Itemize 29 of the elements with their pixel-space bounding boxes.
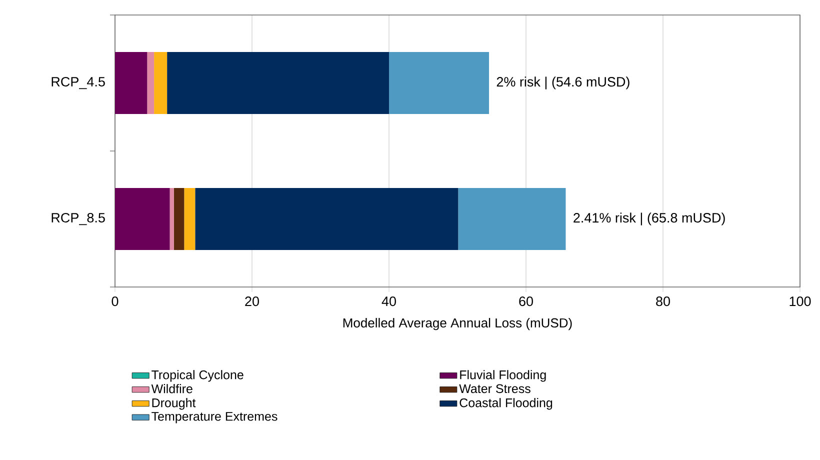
legend-label: Wildfire: [151, 384, 192, 394]
bar: [184, 188, 196, 250]
x-tick-label: 40: [382, 296, 396, 306]
bar: [167, 52, 390, 114]
bar: [170, 188, 174, 250]
legend-label: Temperature Extremes: [152, 412, 278, 424]
legend-label: Water Stress: [459, 384, 530, 394]
bar: [115, 188, 170, 250]
x-tick-label: 80: [656, 296, 670, 306]
bar: [195, 188, 458, 250]
x-tick-label: 60: [519, 296, 533, 306]
bar: [147, 52, 154, 114]
annotation: 2% risk | (54.6 mUSD): [496, 76, 630, 90]
bar: [458, 188, 566, 250]
legend-label: Tropical Cyclone: [152, 370, 244, 382]
bar: [174, 188, 184, 250]
x-axis-title: Modelled Average Annual Loss (mUSD): [343, 318, 572, 330]
legend-label: Drought: [152, 398, 196, 410]
bar: [154, 52, 168, 114]
annotation: 2.41% risk | (65.8 mUSD): [574, 212, 725, 226]
y-tick-label: RCP_4.5: [52, 76, 105, 90]
x-tick-label: 0: [112, 296, 118, 306]
x-tick-label: 100: [790, 296, 811, 306]
y-tick-label: RCP_8.5: [52, 212, 105, 226]
bar: [115, 52, 148, 114]
legend-label: Fluvial Flooding: [460, 370, 546, 382]
legend-label: Coastal Flooding: [460, 398, 552, 410]
bar: [389, 52, 490, 114]
x-tick-label: 20: [245, 296, 259, 306]
